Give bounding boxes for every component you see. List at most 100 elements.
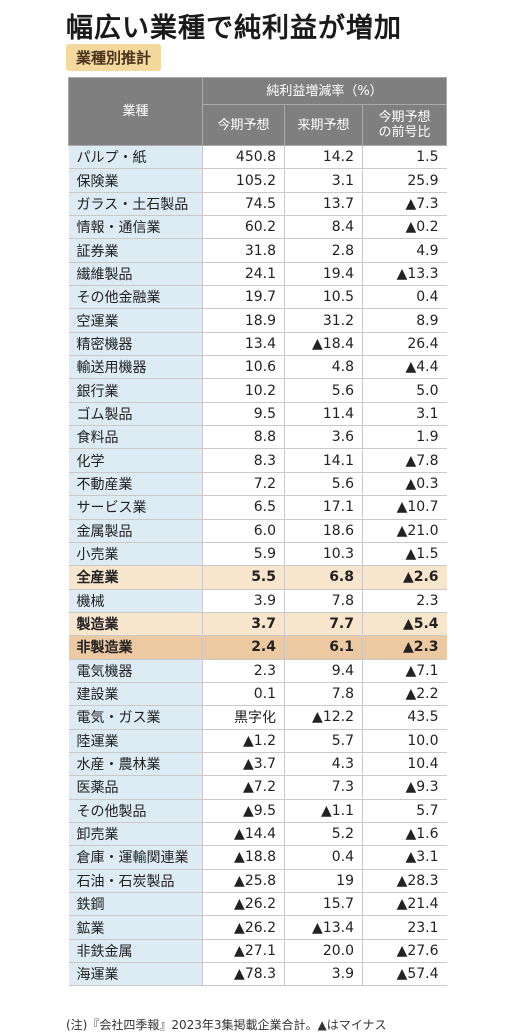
- table-row: 銀行業 10.2 5.6 5.0: [68, 378, 447, 403]
- table-row: サービス業 6.5 17.1 ▲10.7: [68, 495, 447, 520]
- change-vs-previous: 10.0: [362, 729, 447, 753]
- industry-name: 全産業: [68, 565, 203, 590]
- next-forecast: 14.2: [284, 145, 363, 170]
- industry-name: 陸運業: [68, 729, 203, 753]
- table-row: 非鉄金属 ▲27.1 20.0 ▲27.6: [68, 939, 447, 964]
- next-forecast: 6.1: [284, 635, 363, 660]
- industry-name: 海運業: [68, 962, 203, 987]
- next-forecast: 8.4: [284, 215, 363, 240]
- current-forecast: 6.5: [202, 495, 285, 520]
- change-vs-previous: ▲0.3: [362, 472, 447, 497]
- next-forecast: 7.8: [284, 589, 363, 613]
- next-forecast: 13.7: [284, 192, 363, 217]
- next-forecast: 0.4: [284, 845, 363, 870]
- industry-name: その他金融業: [68, 285, 203, 310]
- change-vs-previous: 5.7: [362, 799, 447, 823]
- industry-name: 小売業: [68, 542, 203, 567]
- current-forecast: 5.9: [202, 542, 285, 567]
- industry-name: 水産・農林業: [68, 752, 203, 777]
- industry-name: 精密機器: [68, 332, 203, 357]
- table-row: 食料品 8.8 3.6 1.9: [68, 425, 447, 450]
- industry-name: パルプ・紙: [68, 145, 203, 170]
- industry-name: 輸送用機器: [68, 355, 203, 380]
- table-row: 空運業 18.9 31.2 8.9: [68, 308, 447, 333]
- next-forecast: ▲18.4: [284, 332, 363, 357]
- industry-name: 倉庫・運輸関連業: [68, 845, 203, 870]
- current-forecast: 2.4: [202, 635, 285, 660]
- industry-name: 銀行業: [68, 378, 203, 403]
- next-forecast: 11.4: [284, 402, 363, 427]
- next-forecast: 10.5: [284, 285, 363, 310]
- table-row: 製造業 3.7 7.7 ▲5.4: [68, 612, 447, 637]
- current-forecast: 黒字化: [202, 705, 285, 730]
- current-forecast: 60.2: [202, 215, 285, 240]
- current-forecast: 9.5: [202, 402, 285, 427]
- next-forecast: 3.6: [284, 425, 363, 450]
- change-vs-previous: ▲13.3: [362, 262, 447, 287]
- industry-name: 鉄鋼: [68, 892, 203, 917]
- change-vs-previous: ▲7.1: [362, 659, 447, 683]
- table-row: 機械 3.9 7.8 2.3: [68, 589, 447, 613]
- next-forecast: 4.8: [284, 355, 363, 380]
- next-forecast: 14.1: [284, 448, 363, 473]
- table-row: 全産業 5.5 6.8 ▲2.6: [68, 565, 447, 590]
- table-row: 卸売業 ▲14.4 5.2 ▲1.6: [68, 822, 447, 847]
- next-forecast: ▲1.1: [284, 799, 363, 823]
- table-row: 非製造業 2.4 6.1 ▲2.3: [68, 635, 447, 660]
- table-row: 不動産業 7.2 5.6 ▲0.3: [68, 472, 447, 497]
- current-forecast: ▲26.2: [202, 892, 285, 917]
- change-vs-previous: 0.4: [362, 285, 447, 310]
- industry-name: 化学: [68, 448, 203, 473]
- table-row: 石油・石炭製品 ▲25.8 19 ▲28.3: [68, 869, 447, 894]
- header-col-change: 今期予想の前号比: [361, 104, 448, 146]
- industry-name: 金属製品: [68, 519, 203, 543]
- current-forecast: ▲1.2: [202, 729, 285, 753]
- change-vs-previous: ▲1.6: [362, 822, 447, 847]
- footnote: (注)『会社四季報』2023年3集掲載企業合計。▲はマイナス: [66, 1018, 387, 1032]
- current-forecast: 6.0: [202, 519, 285, 543]
- current-forecast: ▲78.3: [202, 962, 285, 987]
- industry-name: 保険業: [68, 168, 203, 193]
- industry-name: 製造業: [68, 612, 203, 637]
- current-forecast: ▲9.5: [202, 799, 285, 823]
- current-forecast: 13.4: [202, 332, 285, 357]
- change-vs-previous: 5.0: [362, 378, 447, 403]
- table-row: パルプ・紙 450.8 14.2 1.5: [68, 145, 447, 170]
- industry-name: 建設業: [68, 682, 203, 707]
- change-vs-previous: ▲10.7: [362, 495, 447, 520]
- change-vs-previous: ▲28.3: [362, 869, 447, 894]
- current-forecast: 18.9: [202, 308, 285, 333]
- table-row: 情報・通信業 60.2 8.4 ▲0.2: [68, 215, 447, 240]
- current-forecast: 8.3: [202, 448, 285, 473]
- next-forecast: 19: [284, 869, 363, 894]
- next-forecast: 9.4: [284, 659, 363, 683]
- current-forecast: ▲14.4: [202, 822, 285, 847]
- header-group: 純利益増減率（%）: [201, 77, 448, 105]
- profit-table: 業種 純利益増減率（%） 今期予想 来期予想 今期予想の前号比 パルプ・紙 450…: [68, 77, 448, 987]
- change-vs-previous: ▲2.6: [362, 565, 447, 590]
- change-vs-previous: ▲4.4: [362, 355, 447, 380]
- table-row: 金属製品 6.0 18.6 ▲21.0: [68, 519, 447, 543]
- table-row: 倉庫・運輸関連業 ▲18.8 0.4 ▲3.1: [68, 845, 447, 870]
- next-forecast: 20.0: [284, 939, 363, 964]
- change-vs-previous: 2.3: [362, 589, 447, 613]
- change-vs-previous: ▲57.4: [362, 962, 447, 987]
- current-forecast: ▲27.1: [202, 939, 285, 964]
- current-forecast: 10.6: [202, 355, 285, 380]
- current-forecast: 5.5: [202, 565, 285, 590]
- industry-name: 非鉄金属: [68, 939, 203, 964]
- change-vs-previous: 4.9: [362, 238, 447, 263]
- change-vs-previous: 3.1: [362, 402, 447, 427]
- current-forecast: 0.1: [202, 682, 285, 707]
- next-forecast: 3.1: [284, 168, 363, 193]
- table-row: 鉄鋼 ▲26.2 15.7 ▲21.4: [68, 892, 447, 917]
- next-forecast: 18.6: [284, 519, 363, 543]
- header-col-next: 来期予想: [284, 104, 363, 146]
- next-forecast: ▲12.2: [284, 705, 363, 730]
- current-forecast: 450.8: [202, 145, 285, 170]
- current-forecast: 7.2: [202, 472, 285, 497]
- change-vs-previous: 8.9: [362, 308, 447, 333]
- header-col-change-label: 今期予想の前号比: [378, 110, 431, 140]
- industry-name: 医薬品: [68, 775, 203, 800]
- current-forecast: 3.9: [202, 589, 285, 613]
